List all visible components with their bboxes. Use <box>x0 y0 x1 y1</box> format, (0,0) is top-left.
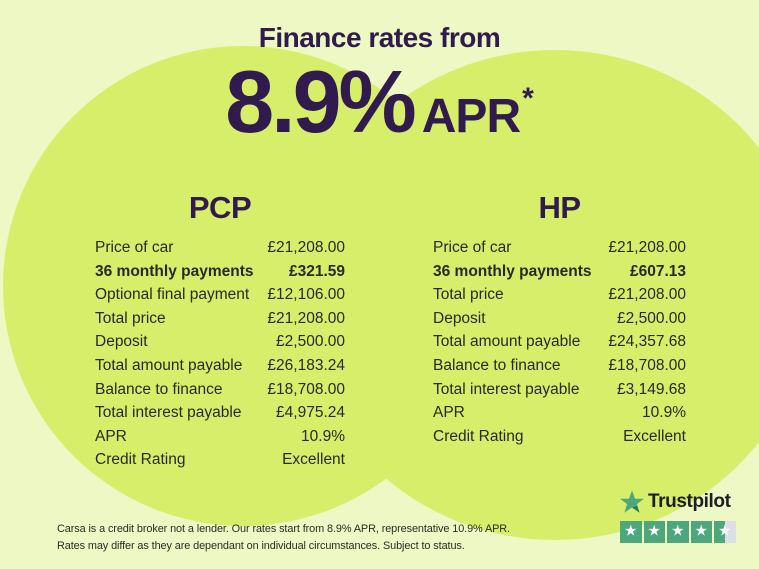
row-label: Credit Rating <box>433 427 524 445</box>
table-row: Total interest payable £4,975.24 <box>95 401 345 425</box>
hp-table: HP Price of car £21,208.00 36 monthly paym… <box>433 190 686 448</box>
table-row: 36 monthly payments £321.59 <box>95 260 345 284</box>
table-row: Credit Rating Excellent <box>433 425 686 449</box>
table-row: Price of car £21,208.00 <box>433 236 686 260</box>
row-value: £321.59 <box>288 262 345 280</box>
star-icon: ★ <box>647 522 661 540</box>
star-icon: ★ <box>694 522 708 540</box>
row-label: Price of car <box>433 239 512 256</box>
row-value: £3,149.68 <box>617 380 686 398</box>
disclaimer-line-2: Rates may differ as they are dependant o… <box>57 540 465 552</box>
row-label: Total interest payable <box>433 380 580 398</box>
hp-rows: Price of car £21,208.00 36 monthly payment… <box>433 236 686 448</box>
row-label: Total amount payable <box>433 333 581 351</box>
row-value: Excellent <box>282 451 345 469</box>
row-value: 10.9% <box>301 427 345 445</box>
rating-star-box: ★ <box>643 521 665 543</box>
row-value: £21,208.00 <box>267 239 345 256</box>
banner-title: Finance rates from <box>258 22 501 53</box>
headline-rate: 8.9% APR * <box>0 58 759 146</box>
disclaimer-line-1: Carsa is a credit broker not a lender. O… <box>57 523 510 535</box>
row-label: Deposit <box>433 309 486 327</box>
row-value: £18,708.00 <box>608 356 686 374</box>
row-value: £21,208.00 <box>267 309 345 327</box>
star-icon: ★ <box>718 522 732 540</box>
rate-value: 8.9% <box>225 52 417 151</box>
row-label: 36 monthly payments <box>433 262 592 280</box>
row-value: £21,208.00 <box>608 239 686 256</box>
trustpilot-brand: Trustpilot <box>648 491 731 512</box>
pcp-heading: PCP <box>188 190 252 225</box>
trustpilot-rating: ★ ★ ★ ★ ★ <box>620 521 744 543</box>
row-value: £21,208.00 <box>608 286 686 304</box>
rating-star-box: ★ <box>620 521 642 543</box>
row-label: 36 monthly payments <box>95 262 254 280</box>
table-row: APR 10.9% <box>433 401 686 425</box>
table-row: APR 10.9% <box>95 425 345 449</box>
row-label: Total price <box>433 286 504 304</box>
row-label: Total price <box>95 309 166 327</box>
star-icon: ★ <box>624 522 638 540</box>
row-label: Balance to finance <box>433 356 561 374</box>
row-value: £26,183.24 <box>267 356 345 374</box>
row-value: 10.9% <box>642 404 686 422</box>
row-label: APR <box>95 427 127 445</box>
rate-asterisk: * <box>522 82 534 115</box>
rating-star-box: ★ <box>714 521 736 543</box>
row-label: Price of car <box>95 239 174 256</box>
table-row: Deposit £2,500.00 <box>95 330 345 354</box>
row-label: Credit Rating <box>95 451 186 469</box>
table-row: Deposit £2,500.00 <box>433 307 686 331</box>
table-row: Total price £21,208.00 <box>95 307 345 331</box>
row-value: £4,975.24 <box>276 404 345 422</box>
table-row: Total interest payable £3,149.68 <box>433 378 686 402</box>
row-value: £18,708.00 <box>267 380 345 398</box>
table-row: Total amount payable £24,357.68 <box>433 330 686 354</box>
disclaimer: Carsa is a credit broker not a lender. O… <box>57 521 537 555</box>
table-row: Total price £21,208.00 <box>433 283 686 307</box>
rating-star-box: ★ <box>690 521 712 543</box>
row-value: £607.13 <box>629 262 686 280</box>
row-label: APR <box>433 404 465 422</box>
row-label: Deposit <box>95 333 148 351</box>
row-value: £2,500.00 <box>276 333 345 351</box>
hp-heading: HP <box>538 190 581 225</box>
rate-unit: APR <box>421 90 521 143</box>
table-row: Price of car £21,208.00 <box>95 236 345 260</box>
row-value: Excellent <box>623 427 686 445</box>
star-icon: ★ <box>671 522 685 540</box>
pcp-rows: Price of car £21,208.00 36 monthly payment… <box>95 236 345 472</box>
row-label: Total amount payable <box>95 356 243 374</box>
row-value: £12,106.00 <box>267 286 345 304</box>
table-row: 36 monthly payments £607.13 <box>433 260 686 284</box>
row-label: Balance to finance <box>95 380 223 398</box>
trustpilot-star-icon <box>620 490 644 513</box>
right-background-circle <box>300 50 759 540</box>
table-row: Total amount payable £26,183.24 <box>95 354 345 378</box>
table-row: Credit Rating Excellent <box>95 448 345 472</box>
table-row: Optional final payment £12,106.00 <box>95 283 345 307</box>
rating-star-box: ★ <box>667 521 689 543</box>
table-row: Balance to finance £18,708.00 <box>95 378 345 402</box>
row-label: Total interest payable <box>95 404 242 422</box>
row-value: £2,500.00 <box>617 309 686 327</box>
table-row: Balance to finance £18,708.00 <box>433 354 686 378</box>
trustpilot-logo: Trustpilot <box>620 490 744 514</box>
trustpilot-widget[interactable]: Trustpilot ★ ★ ★ ★ ★ <box>620 490 744 543</box>
pcp-table: PCP Price of car £21,208.00 36 monthly pay… <box>95 190 345 472</box>
row-value: £24,357.68 <box>608 333 686 351</box>
row-label: Optional final payment <box>95 286 250 304</box>
